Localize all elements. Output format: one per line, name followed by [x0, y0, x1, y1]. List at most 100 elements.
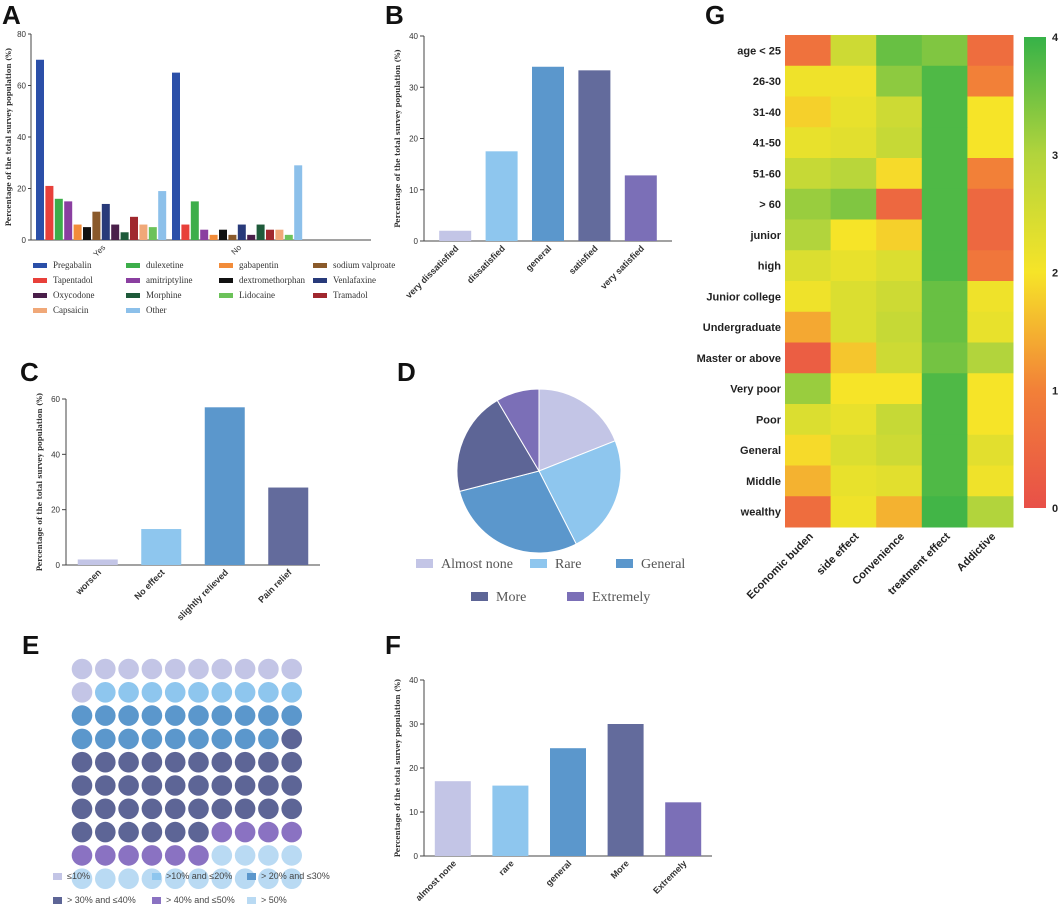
x-category-label: very dissatisfied [404, 243, 461, 300]
y-tick-label: 0 [414, 237, 419, 246]
waffle-dot [118, 682, 139, 703]
heatmap-cell [967, 342, 1014, 374]
waffle-dot [118, 751, 139, 773]
waffle-dot [71, 775, 93, 796]
heatmap-column-label: Addictive [955, 531, 998, 574]
bar-other-yes [158, 191, 167, 240]
legend-swatch [53, 897, 62, 904]
heatmap-cell [830, 342, 877, 374]
waffle-dot [164, 775, 186, 796]
heatmap-row-label: wealthy [740, 507, 782, 519]
heatmap-row-label: 31-40 [753, 107, 781, 119]
heatmap-cell [967, 496, 1014, 528]
bar-satisfied [578, 70, 611, 242]
y-tick-label: 20 [409, 135, 418, 144]
heatmap-cell [830, 35, 877, 67]
x-category-label: very satisfied [598, 243, 646, 291]
waffle-dot [281, 845, 303, 866]
heatmap-cell [921, 65, 968, 97]
heatmap-cell [876, 404, 923, 436]
heatmap-cell [830, 281, 877, 313]
y-axis-title: Percentage of the total survey populatio… [35, 393, 44, 572]
heatmap-cell [785, 35, 832, 67]
x-category-label: slightly relieved [175, 567, 230, 622]
waffle-dot [281, 728, 303, 750]
heatmap-cell [921, 404, 968, 436]
pie-slice-more [456, 399, 540, 493]
x-category-label: general [544, 858, 574, 888]
waffle-dot [95, 705, 116, 726]
waffle-dot [258, 751, 279, 773]
bar-tramadol-no [266, 229, 274, 240]
waffle-dot [281, 775, 303, 796]
panel-label-d: D [397, 357, 416, 387]
heatmap-cell [921, 281, 968, 313]
bar-general [532, 66, 564, 241]
legend-label: Extremely [592, 590, 650, 605]
y-axis-title: Percentage of the total survey populatio… [393, 679, 402, 858]
legend-swatch [126, 308, 140, 313]
heatmap-cell [876, 342, 923, 374]
heatmap-cell [967, 281, 1014, 313]
waffle-dot [188, 798, 209, 820]
waffle-dot [188, 845, 209, 866]
heatmap-cell [921, 496, 968, 528]
waffle-dot [211, 821, 233, 843]
bar-venlafaxine-yes [101, 203, 110, 240]
legend-swatch [313, 278, 327, 283]
waffle-dot [118, 821, 139, 843]
waffle-dot [211, 775, 233, 796]
heatmap-cell [785, 404, 832, 436]
bar-extremely [665, 802, 702, 856]
waffle-dot [118, 798, 139, 820]
legend-swatch [33, 278, 47, 283]
heatmap-row-label: 26-30 [753, 76, 781, 88]
waffle-dot [211, 868, 233, 889]
heatmap-row-label: Junior college [706, 291, 781, 303]
bar-tapentadol-no [181, 224, 190, 240]
waffle-dot [188, 775, 209, 796]
heatmap-cell [830, 219, 877, 251]
heatmap-cell [967, 188, 1014, 220]
waffle-dot [164, 751, 186, 773]
waffle-dot [141, 798, 163, 820]
y-tick-label: 80 [17, 30, 26, 39]
heatmap-cell [785, 188, 832, 220]
panel-label-g: G [705, 0, 725, 30]
waffle-dot [118, 728, 139, 750]
waffle-dot [281, 798, 303, 820]
legend-swatch [616, 559, 633, 568]
y-tick-label: 0 [22, 236, 27, 245]
heatmap-row-label: Poor [756, 414, 782, 426]
waffle-dot [164, 728, 186, 750]
waffle-dot [234, 845, 256, 866]
bar-tramadol-yes [130, 216, 138, 240]
bar-very-dissatisfied [439, 230, 472, 241]
bar-dextromethorphan-no [219, 229, 227, 240]
bar-oxycodone-yes [111, 224, 120, 240]
waffle-dot [258, 682, 279, 703]
colorbar [1024, 37, 1046, 508]
legend-swatch [152, 873, 161, 880]
waffle-dot [95, 821, 116, 843]
heatmap-cell [785, 373, 832, 405]
waffle-dot [281, 868, 303, 889]
legend-swatch [219, 263, 233, 268]
heatmap-cell [785, 127, 832, 159]
y-tick-label: 10 [409, 808, 418, 817]
heatmap-cell [876, 465, 923, 497]
chart-b: 0 10 20 30 40 very dissatisfied dissatisfied ge… [393, 32, 672, 300]
legend-label: Lidocaine [239, 290, 275, 300]
legend-label: dulexetine [146, 260, 184, 270]
bar-sodium-valproate-yes [92, 211, 101, 240]
waffle-dot [95, 751, 116, 773]
bar-slightly-relieved [204, 407, 245, 565]
legend-label: Almost none [441, 557, 513, 572]
heatmap-cell [967, 373, 1014, 405]
heatmap-row-label: 51-60 [753, 168, 781, 180]
bar-pregabalin-no [172, 72, 180, 240]
panel-label-e: E [22, 630, 39, 660]
heatmap-row-label: Master or above [697, 353, 781, 365]
waffle-dot [188, 821, 209, 843]
